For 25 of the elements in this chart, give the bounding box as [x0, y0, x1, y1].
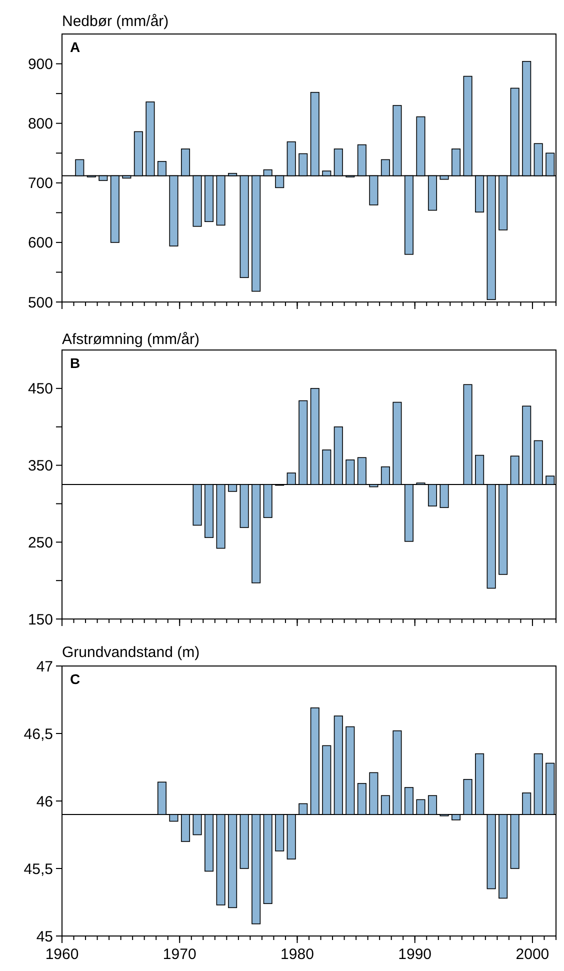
x-tick-label: 1990: [398, 946, 432, 963]
x-tick-label: 1980: [280, 946, 314, 963]
y-tick-label: 450: [28, 380, 53, 398]
chart-title: Nedbør (mm/år): [62, 13, 169, 30]
y-tick-label: 350: [28, 458, 53, 475]
y-tick-label: 45: [36, 928, 53, 946]
y-tick-label: 250: [28, 534, 53, 552]
x-tick-label: 1970: [162, 946, 196, 963]
y-tick-label: 47: [36, 658, 53, 676]
y-tick-label: 800: [28, 116, 53, 133]
y-tick-label: 46,5: [24, 726, 53, 743]
y-tick-label: 46: [36, 793, 53, 810]
annotation: A: [70, 39, 80, 55]
y-tick-label: 700: [28, 175, 53, 192]
y-tick-label: 150: [28, 611, 53, 628]
x-tick-label: 1960: [45, 946, 79, 963]
y-tick-label: 45,5: [24, 860, 53, 878]
annotation: C: [70, 671, 80, 687]
chart-title: Grundvandstand (m): [62, 644, 200, 661]
y-tick-label: 900: [28, 56, 53, 74]
annotation: B: [70, 355, 80, 371]
chart-title: Afstrømning (mm/år): [62, 331, 200, 348]
y-tick-label: 500: [28, 294, 53, 312]
x-tick-label: 2000: [516, 946, 550, 963]
y-tick-label: 600: [28, 234, 53, 252]
